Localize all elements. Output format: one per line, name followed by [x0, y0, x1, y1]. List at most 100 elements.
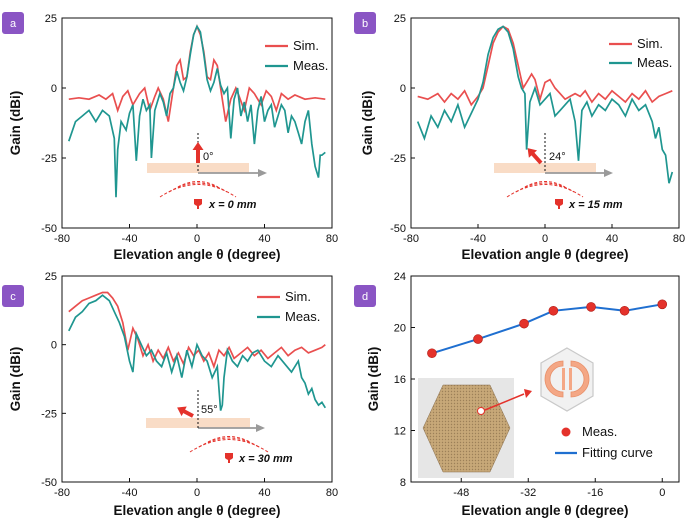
- panel-d-data-point: [548, 305, 559, 316]
- panel-b-sim-line: [417, 25, 673, 107]
- panel-a-wave-3: [159, 184, 237, 198]
- panel-a-ylabel: Gain (dBi): [8, 91, 23, 156]
- panel-a-xtick-label: -80: [54, 233, 70, 245]
- panel-c-ylabel: Gain (dBi): [8, 347, 23, 412]
- panel-c-xtick-label: 40: [258, 487, 270, 499]
- panel-a-source-icon: [194, 199, 202, 209]
- panel-d-ylabel: Gain (dBi): [366, 347, 381, 412]
- panel-b-xtick-label: 0: [542, 233, 548, 245]
- panel-c-beam-inset: 55° x = 30 mm: [146, 390, 293, 465]
- panel-a-xtick-label: 80: [326, 233, 338, 245]
- panel-a-ticks: -80 -40 0 40 80 -50 -25 0 25: [41, 13, 338, 245]
- panel-c-legend-meas: Meas.: [285, 309, 320, 324]
- panel-a-scan-arrowhead: [258, 169, 267, 177]
- panel-a: a -80 -40 0 40 80 -50 -25 0 25 Elevation angle θ…: [2, 12, 338, 262]
- panel-d-data-point: [619, 305, 630, 316]
- panel-c-ytick-label: -25: [41, 408, 57, 420]
- panel-b-ytick-label: 0: [400, 83, 406, 95]
- panel-d-data-point: [586, 302, 596, 312]
- panel-d-points: [427, 299, 668, 359]
- panel-b-ytick-label: -50: [390, 223, 406, 235]
- panel-c-ytick-label: 25: [45, 271, 57, 283]
- panel-c-ticks: -80 -40 0 40 80 -50 -25 0 25: [41, 271, 338, 499]
- panel-d-data-point: [519, 318, 529, 329]
- panel-d-photo-inset: [418, 378, 532, 478]
- panel-d-ytick-label: 16: [394, 374, 406, 386]
- panel-b-aperture-bar: [494, 163, 596, 173]
- panel-c-beam-arrow: [177, 406, 194, 418]
- panel-a-beam-arrow: [192, 142, 204, 163]
- panel-a-xtick-label: 0: [194, 233, 200, 245]
- panel-b-xtick-label: 80: [673, 233, 685, 245]
- panel-d-xtick-label: -32: [520, 487, 536, 499]
- panel-d-unit-marker: [477, 407, 485, 415]
- panel-d-data-point: [427, 348, 437, 359]
- panel-b-xlabel: Elevation angle θ (degree): [461, 247, 628, 262]
- panel-a-beam-inset: 0° x = 0 mm: [147, 133, 267, 211]
- panel-a-meas-line: [67, 24, 326, 198]
- panel-b-xtick-label: -80: [403, 233, 419, 245]
- panel-c-xlabel: Elevation angle θ (degree): [113, 503, 280, 518]
- panel-c-offset-label: x = 30 mm: [238, 453, 293, 465]
- panel-b-angle-label: 24°: [549, 151, 566, 163]
- panel-d-xlabel: Elevation angle θ (degree): [461, 503, 628, 518]
- panel-b-ticks: -80 -40 0 40 80 -50 -25 0 25: [390, 13, 685, 245]
- panel-a-badge: [2, 12, 24, 34]
- panel-d-legend-fit: Fitting curve: [582, 445, 653, 460]
- panel-c-xtick-label: 0: [194, 487, 200, 499]
- panel-a-offset-label: x = 0 mm: [208, 199, 257, 211]
- panel-c: c -80 -40 0 40 80 -50 -25 0 25 Elevation angle θ…: [2, 271, 338, 518]
- panel-a-xlabel: Elevation angle θ (degree): [113, 247, 280, 262]
- panel-b-legend-meas: Meas.: [637, 55, 672, 70]
- panel-c-wave-3: [189, 439, 269, 453]
- panel-d-unit-cell-icon: [540, 347, 594, 412]
- panel-a-angle-label: 0°: [203, 151, 214, 163]
- panel-d-callout-arrow: [484, 393, 525, 411]
- panel-b-legend-sim: Sim.: [637, 36, 663, 51]
- panel-d: d -48 -32 -16 0 8 12 16 20 24 Elevation angle θ …: [354, 271, 680, 518]
- panel-b: b -80 -40 0 40 80 -50 -25 0 25 Elevation angle θ…: [354, 12, 685, 262]
- panel-c-legend-sim: Sim.: [285, 289, 311, 304]
- panel-d-xtick-label: -48: [453, 487, 469, 499]
- panel-d-data-point: [473, 334, 483, 344]
- panel-c-meas-line: [68, 294, 327, 411]
- panel-d-legend-meas: Meas.: [582, 424, 617, 439]
- panel-d-letter: d: [362, 291, 368, 303]
- panel-d-ytick-label: 24: [394, 271, 406, 283]
- panel-a-ytick-label: 25: [45, 13, 57, 25]
- panel-a-ytick-label: -50: [41, 223, 57, 235]
- panel-c-badge: [2, 285, 24, 307]
- panel-a-xtick-label: 40: [258, 233, 270, 245]
- panel-b-xtick-label: -40: [470, 233, 486, 245]
- panel-d-ytick-label: 8: [400, 477, 406, 489]
- panel-d-ticks: -48 -32 -16 0 8 12 16 20 24: [394, 271, 666, 499]
- panel-c-frame: [61, 275, 333, 483]
- panel-d-ytick-label: 20: [394, 323, 406, 335]
- panel-a-ytick-label: 0: [51, 83, 57, 95]
- panel-c-ytick-label: 0: [51, 340, 57, 352]
- panel-a-xtick-label: -40: [122, 233, 138, 245]
- panel-b-beam-inset: 24° x = 15 mm: [494, 133, 623, 211]
- panel-b-wave-1: [524, 181, 566, 188]
- panel-d-ytick-label: 12: [394, 426, 406, 438]
- panel-d-xtick-label: -16: [587, 487, 603, 499]
- panel-b-source-icon: [555, 199, 563, 209]
- panel-a-wave-1: [177, 181, 219, 188]
- panel-b-meas-line: [416, 25, 674, 184]
- panel-c-sim-line: [68, 291, 326, 370]
- panel-b-scan-arrowhead: [604, 169, 613, 177]
- panel-b-ytick-label: -25: [390, 153, 406, 165]
- panel-c-xtick-label: -80: [54, 487, 70, 499]
- panel-d-hexagon-board: [422, 384, 511, 473]
- panel-b-offset-label: x = 15 mm: [568, 199, 623, 211]
- panel-c-letter: c: [10, 291, 16, 303]
- panel-b-wave-3: [506, 184, 584, 198]
- panel-c-scan-arrowhead: [256, 424, 265, 432]
- panel-a-ytick-label: -25: [41, 153, 57, 165]
- panel-c-wave-1: [207, 436, 251, 443]
- panel-d-badge: [354, 285, 376, 307]
- panel-c-xtick-label: 80: [326, 487, 338, 499]
- panel-b-ylabel: Gain (dBi): [360, 91, 375, 156]
- panel-d-data-point: [657, 299, 668, 310]
